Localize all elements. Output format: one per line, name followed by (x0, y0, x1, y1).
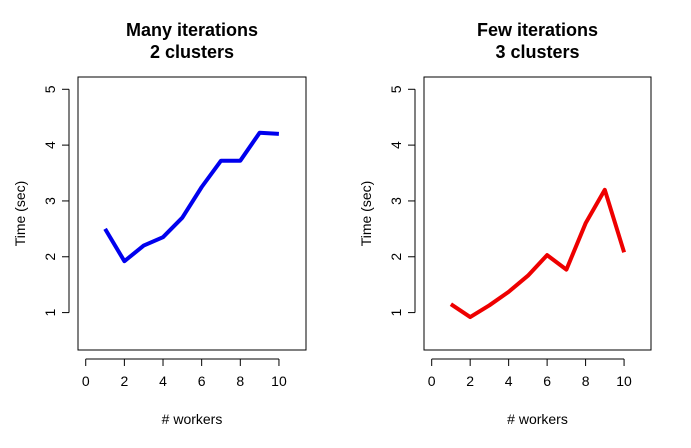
left-chart-x-tick-label-2: 4 (159, 373, 167, 389)
left-chart-plot-box (77, 76, 307, 351)
left-chart-y-tick-label-4: 5 (42, 85, 58, 93)
left-chart-x-tick-label-3: 6 (198, 373, 206, 389)
right-chart-y-tick-label-3: 4 (388, 141, 404, 149)
left-chart-x-tick-label-1: 2 (120, 373, 128, 389)
left-chart-title-line-1: Many iterations (126, 20, 258, 40)
left-chart-title-line-2: 2 clusters (150, 42, 234, 62)
left-chart-x-axis-label: # workers (162, 411, 223, 427)
right-chart-y-tick-label-2: 3 (388, 197, 404, 205)
right-chart-x-tick-label-4: 8 (582, 373, 590, 389)
left-chart-y-tick-label-3: 4 (42, 141, 58, 149)
left-chart-y-tick-label-2: 3 (42, 197, 58, 205)
right-chart-x-tick-label-5: 10 (616, 373, 632, 389)
left-chart-x-tick-label-4: 8 (236, 373, 244, 389)
right-chart-x-tick-label-1: 2 (466, 373, 474, 389)
right-chart-x-tick-label-2: 4 (505, 373, 513, 389)
left-chart-y-axis-label: Time (sec) (12, 181, 28, 247)
left-chart-y-tick-label-0: 1 (42, 308, 58, 316)
right-chart-title-line-2: 3 clusters (495, 42, 579, 62)
right-chart-y-tick-label-4: 5 (388, 85, 404, 93)
right-chart-title-line-1: Few iterations (477, 20, 598, 40)
left-chart-x-tick-label-5: 10 (271, 373, 287, 389)
right-chart-y-axis-label: Time (sec) (358, 181, 374, 247)
right-chart-x-axis-label: # workers (507, 411, 568, 427)
left-chart-x-tick-label-0: 0 (82, 373, 90, 389)
right-chart-y-tick-label-1: 2 (388, 253, 404, 261)
left-chart-series-line-0 (103, 130, 280, 264)
right-chart-x-tick-label-3: 6 (543, 373, 551, 389)
right-chart-series-line-0 (449, 187, 627, 320)
left-chart-y-tick-label-1: 2 (42, 253, 58, 261)
right-chart-x-tick-label-0: 0 (428, 373, 436, 389)
right-chart-y-tick-label-0: 1 (388, 308, 404, 316)
right-chart-plot-box (423, 76, 652, 351)
